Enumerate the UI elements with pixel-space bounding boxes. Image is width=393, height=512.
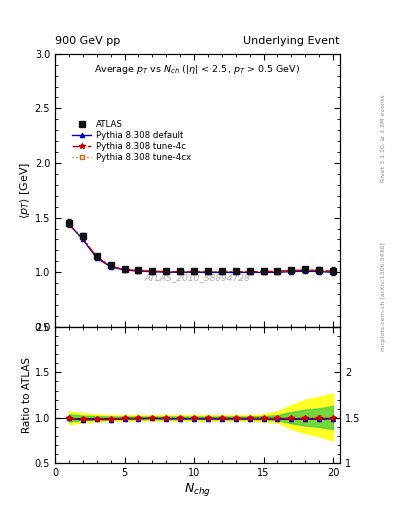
- Y-axis label: $\langle p_T \rangle$ [GeV]: $\langle p_T \rangle$ [GeV]: [18, 162, 32, 219]
- Text: mcplots.cern.ch [arXiv:1306.3436]: mcplots.cern.ch [arXiv:1306.3436]: [381, 243, 386, 351]
- Text: 900 GeV pp: 900 GeV pp: [55, 36, 120, 46]
- Text: Average $p_{T}$ vs $N_{ch}$ ($|\eta|$ < 2.5, $p_{T}$ > 0.5 GeV): Average $p_{T}$ vs $N_{ch}$ ($|\eta|$ < …: [94, 63, 301, 76]
- Text: ATLAS_2010_S8894728: ATLAS_2010_S8894728: [145, 273, 250, 282]
- Text: Underlying Event: Underlying Event: [243, 36, 340, 46]
- Text: Rivet 3.1.10, ≥ 3.3M events: Rivet 3.1.10, ≥ 3.3M events: [381, 94, 386, 182]
- Legend: ATLAS, Pythia 8.308 default, Pythia 8.308 tune-4c, Pythia 8.308 tune-4cx: ATLAS, Pythia 8.308 default, Pythia 8.30…: [71, 118, 193, 164]
- X-axis label: $N_{chg}$: $N_{chg}$: [184, 481, 211, 498]
- Y-axis label: Ratio to ATLAS: Ratio to ATLAS: [22, 357, 32, 433]
